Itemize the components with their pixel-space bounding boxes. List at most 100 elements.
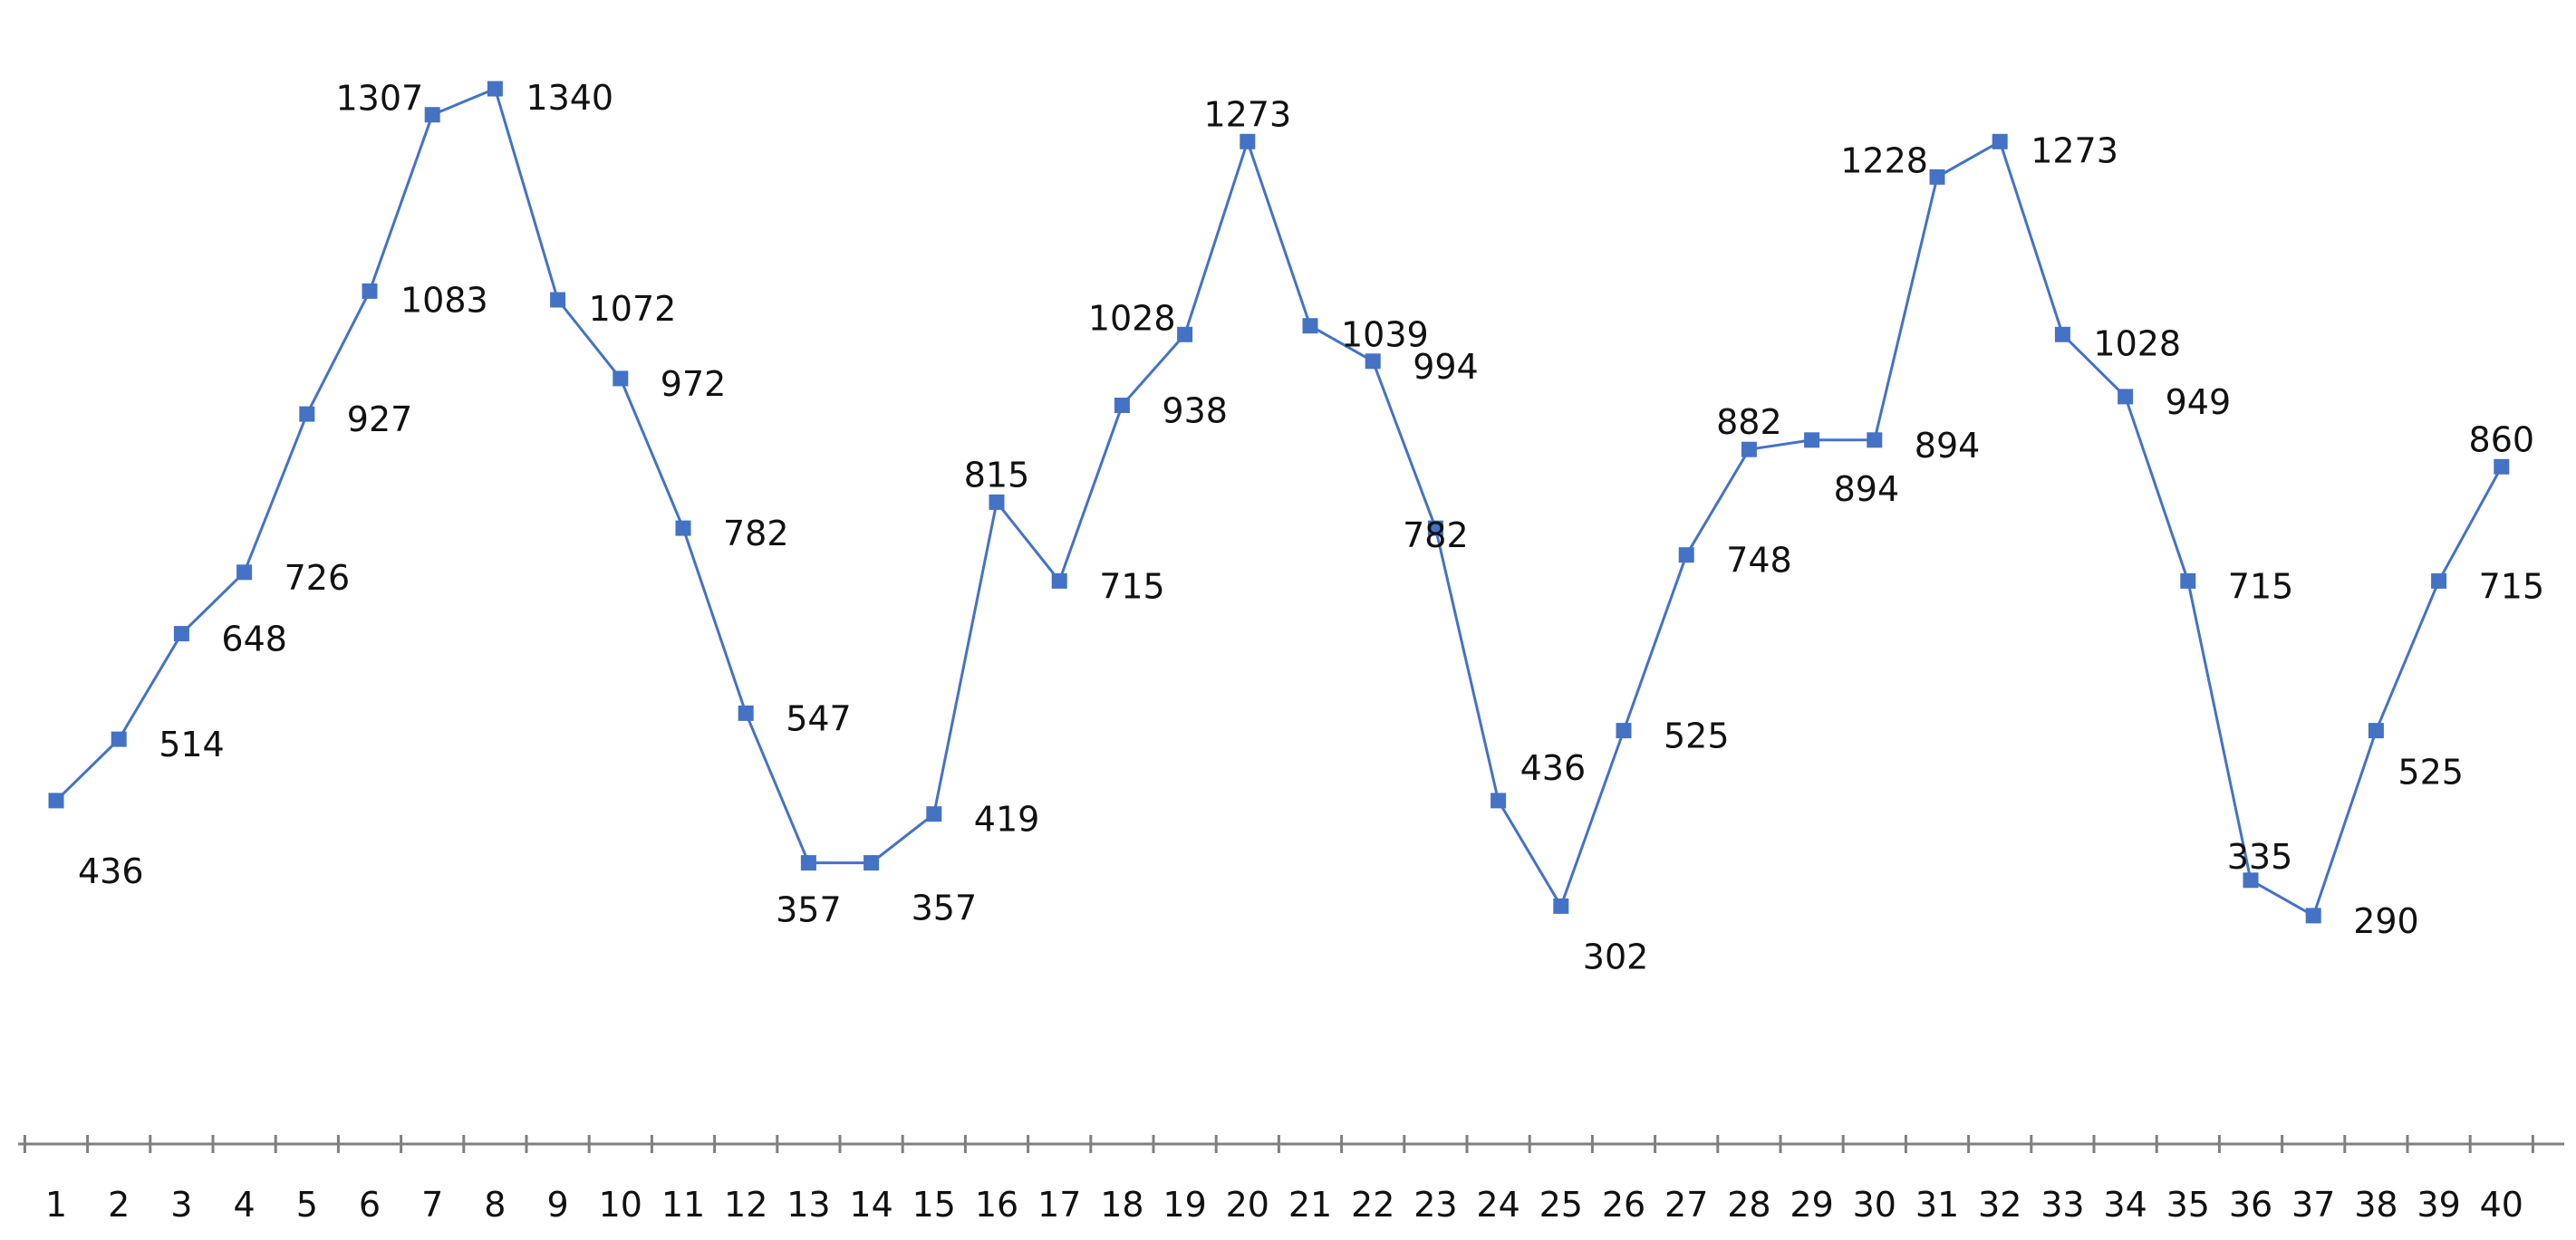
data-point <box>1177 326 1193 342</box>
data-point <box>1678 547 1694 563</box>
data-point <box>1741 441 1757 457</box>
data-point <box>2494 458 2510 475</box>
x-tick-label: 21 <box>1288 1185 1332 1225</box>
data-point <box>550 292 566 308</box>
data-label: 938 <box>1162 391 1228 431</box>
data-label: 1028 <box>2093 323 2181 363</box>
x-tick-label: 15 <box>912 1185 956 1225</box>
data-labels: 436 514 648 726 927 1083 1307 1340 1072 972 782 547… <box>78 78 2544 976</box>
data-point <box>299 406 315 422</box>
data-label: 1039 <box>1341 315 1429 355</box>
x-tick-label: 28 <box>1727 1185 1770 1225</box>
data-point <box>2118 389 2134 405</box>
x-tick-label: 9 <box>547 1185 569 1225</box>
data-point <box>2180 572 2196 589</box>
data-label: 302 <box>1583 937 1649 976</box>
x-tick-label: 36 <box>2229 1185 2272 1225</box>
x-tick-label: 19 <box>1163 1185 1206 1225</box>
data-label: 1340 <box>526 78 613 118</box>
data-point <box>2054 326 2070 342</box>
data-point <box>2368 723 2384 739</box>
data-label: 1083 <box>400 280 488 320</box>
data-label: 357 <box>912 889 978 928</box>
x-tick-label: 31 <box>1915 1185 1959 1225</box>
data-label: 335 <box>2227 837 2293 877</box>
data-label: 715 <box>2228 566 2294 606</box>
data-point <box>48 793 64 809</box>
data-point <box>1491 793 1507 809</box>
x-tick-label: 5 <box>296 1185 318 1225</box>
x-tick-label: 6 <box>359 1185 381 1225</box>
data-label: 436 <box>1520 748 1587 788</box>
x-tick-label: 20 <box>1226 1185 1269 1225</box>
x-tick-label: 22 <box>1351 1185 1394 1225</box>
data-label: 1028 <box>1088 298 1176 338</box>
data-point <box>1427 520 1443 536</box>
data-label: 1273 <box>2031 130 2118 170</box>
data-label: 894 <box>1834 469 1900 509</box>
data-point <box>1114 398 1130 413</box>
data-label: 648 <box>221 620 287 659</box>
data-point <box>926 806 942 822</box>
data-point <box>236 564 253 581</box>
data-point <box>1365 353 1381 370</box>
data-point <box>1804 432 1820 448</box>
data-label: 514 <box>159 725 225 764</box>
x-tick-labels: 1 2 3 4 5 6 7 8 9 10 11 12 13 14 15 16 17 18 19 20 21 22 23 24 2… <box>45 1185 2523 1225</box>
data-point <box>1051 572 1067 589</box>
data-label: 748 <box>1726 541 1792 581</box>
x-tick-label: 23 <box>1413 1185 1457 1225</box>
data-label: 525 <box>2398 753 2464 793</box>
data-label: 290 <box>2353 901 2419 941</box>
x-tick-label: 40 <box>2480 1185 2523 1225</box>
data-point <box>173 626 189 642</box>
x-tick-label: 14 <box>849 1185 892 1225</box>
data-point <box>2431 572 2447 589</box>
data-point <box>989 494 1005 510</box>
x-tick-label: 12 <box>724 1185 767 1225</box>
data-point <box>1240 133 1256 149</box>
data-label: 782 <box>723 514 789 553</box>
data-label: 1307 <box>335 79 423 119</box>
data-label: 949 <box>2166 382 2232 422</box>
data-point <box>613 370 629 387</box>
data-point <box>1553 898 1569 914</box>
data-label: 894 <box>1915 426 1981 466</box>
x-tick-label: 30 <box>1853 1185 1896 1225</box>
data-label: 715 <box>1099 566 1165 606</box>
x-tick-label: 35 <box>2166 1185 2210 1225</box>
data-points <box>48 81 2510 924</box>
data-label: 994 <box>1413 347 1479 387</box>
x-tick-label: 39 <box>2417 1185 2460 1225</box>
data-point <box>1929 168 1945 185</box>
x-tick-label: 29 <box>1790 1185 1833 1225</box>
x-tick-label: 4 <box>234 1185 256 1225</box>
data-point <box>2243 872 2259 889</box>
data-point <box>2305 908 2321 924</box>
data-label: 927 <box>347 399 413 439</box>
series-line <box>54 86 2504 918</box>
x-tick-label: 25 <box>1539 1185 1583 1225</box>
x-tick-label: 7 <box>421 1185 443 1225</box>
data-point <box>800 855 816 871</box>
x-tick-label: 38 <box>2354 1185 2398 1225</box>
data-label: 419 <box>974 800 1040 840</box>
x-tick-label: 13 <box>786 1185 830 1225</box>
data-label: 782 <box>1403 515 1469 555</box>
data-point <box>1616 723 1632 739</box>
x-tick-label: 37 <box>2291 1185 2335 1225</box>
x-tick-label: 17 <box>1037 1185 1081 1225</box>
data-label: 726 <box>285 558 351 598</box>
data-label: 972 <box>661 364 727 404</box>
data-label: 860 <box>2469 419 2535 459</box>
x-tick-label: 10 <box>599 1185 642 1225</box>
data-point <box>111 731 127 747</box>
data-label: 357 <box>776 890 842 930</box>
x-tick-label: 24 <box>1476 1185 1520 1225</box>
x-tick-label: 34 <box>2103 1185 2147 1225</box>
data-point <box>1992 133 2008 149</box>
x-tick-label: 32 <box>1978 1185 2021 1225</box>
x-tick-label: 8 <box>484 1185 506 1225</box>
x-tick-label: 16 <box>975 1185 1018 1225</box>
